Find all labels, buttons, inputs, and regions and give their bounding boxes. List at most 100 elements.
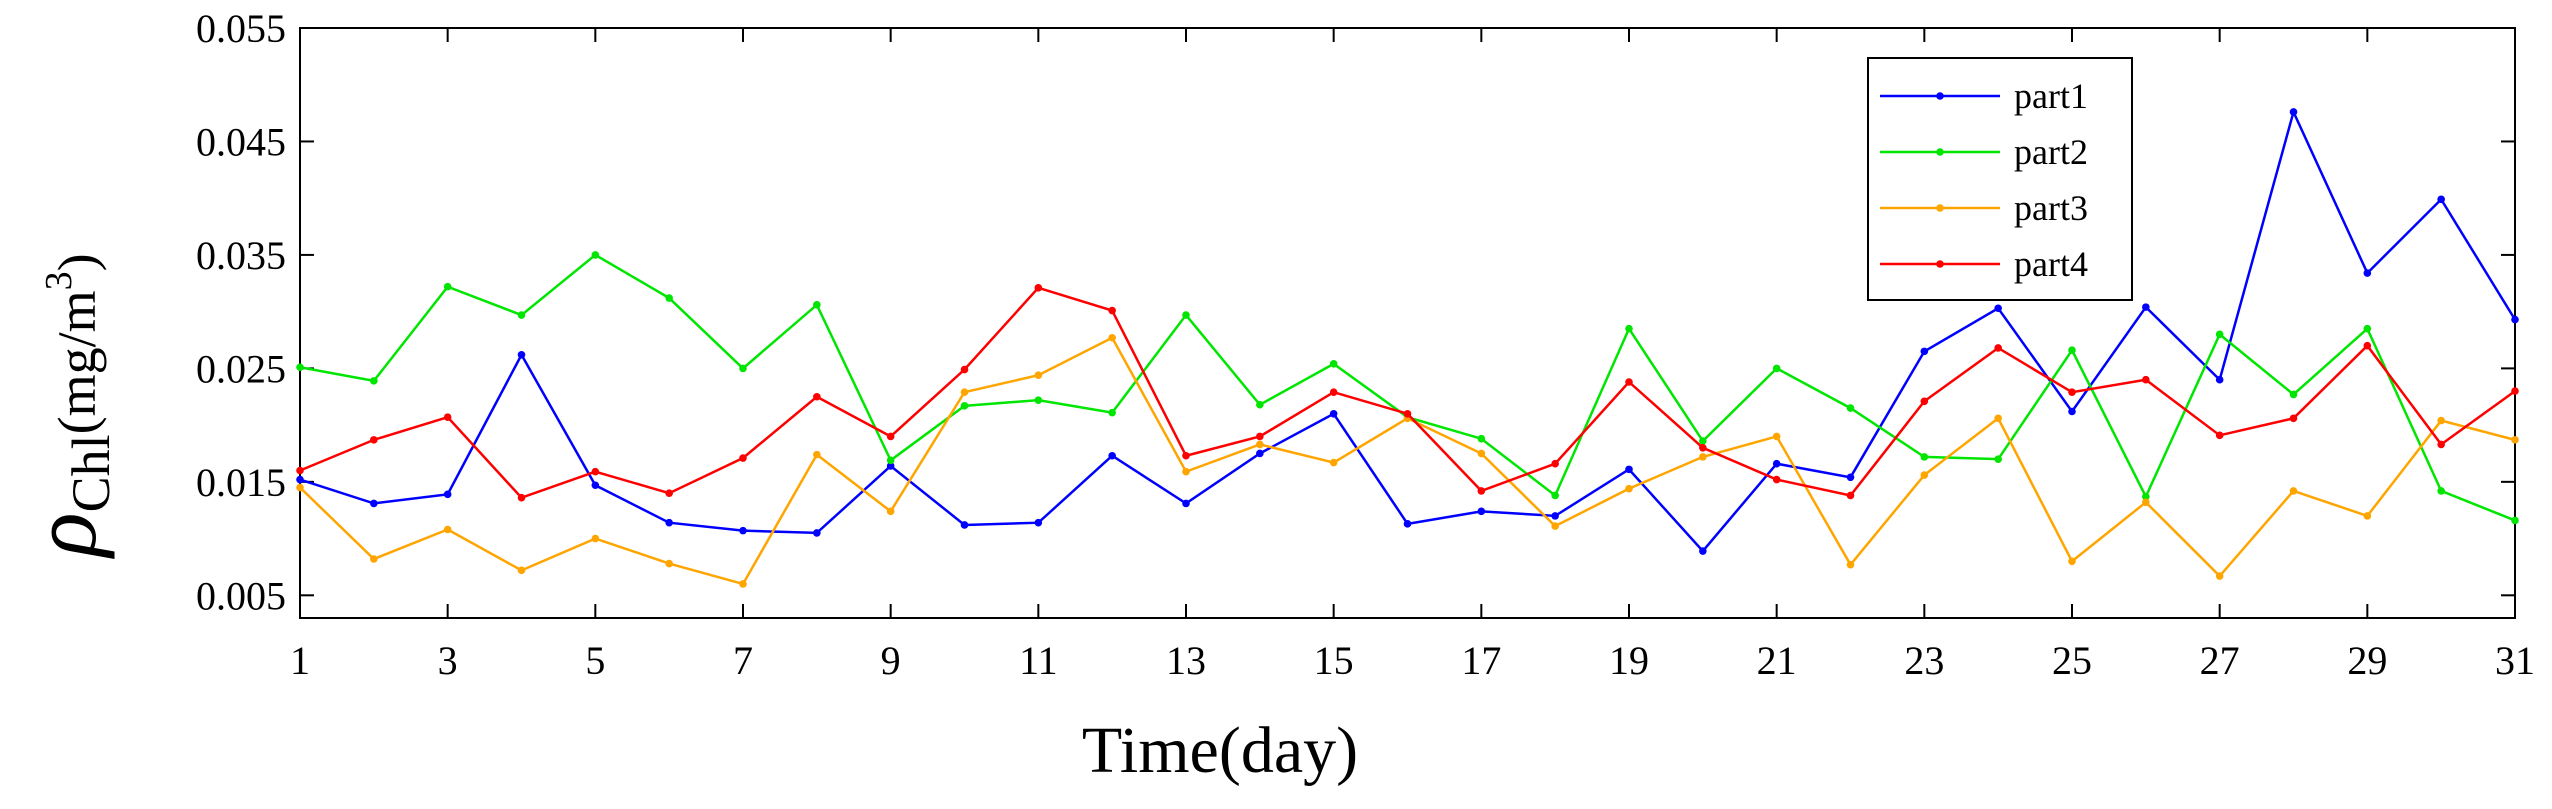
data-point-part4: [739, 454, 747, 462]
x-tick-label: 15: [1314, 638, 1354, 683]
data-point-part1: [2142, 303, 2150, 311]
data-point-part3: [1551, 522, 1559, 530]
data-point-part3: [1034, 371, 1043, 379]
data-point-part4: [2289, 414, 2298, 423]
data-point-part4: [960, 365, 969, 374]
data-point-part2: [2437, 487, 2445, 495]
x-tick-label: 11: [1019, 638, 1058, 683]
data-point-part3: [1920, 471, 1929, 479]
data-point-part4: [2142, 375, 2150, 384]
data-point-part4: [1182, 451, 1190, 460]
data-point-part2: [2363, 324, 2372, 333]
data-point-part1: [1108, 451, 1116, 460]
data-point-part1: [1625, 465, 1633, 474]
data-point-part3: [2289, 487, 2298, 495]
data-point-part3: [2068, 557, 2076, 566]
y-tick-label: 0.025: [196, 346, 286, 391]
x-axis-label: Time(day): [1082, 714, 1358, 787]
data-point-part1: [591, 481, 600, 490]
data-point-part1: [1551, 512, 1559, 520]
data-point-part4: [1329, 388, 1338, 397]
data-point-part3: [591, 534, 600, 543]
series-line-part2: [299, 253, 2516, 522]
x-tick-label: 17: [1461, 638, 1501, 683]
data-point-part4: [517, 493, 526, 502]
plot-frame: [299, 27, 2516, 619]
data-point-part2: [591, 251, 600, 259]
x-tick-label: 7: [733, 638, 753, 683]
data-point-part3: [1699, 453, 1707, 461]
data-point-part4: [1256, 432, 1264, 441]
data-point-part3: [1256, 440, 1264, 449]
data-point-part3: [517, 566, 526, 575]
data-point-part3: [2142, 498, 2150, 507]
y-axis-unit: (mg/m: [47, 290, 107, 434]
series-part2: [296, 251, 2519, 525]
data-point-part1: [2363, 269, 2372, 277]
data-point-part1: [443, 490, 452, 499]
data-point-part2: [1994, 455, 2002, 463]
data-point-part2: [1182, 311, 1190, 319]
legend-label-part1: part1: [2014, 76, 2088, 116]
data-point-part2: [443, 282, 452, 291]
data-point-part2: [1846, 404, 1855, 412]
data-point-part2: [2068, 346, 2076, 355]
data-point-part4: [2068, 388, 2076, 397]
data-point-part2: [1625, 324, 1633, 333]
y-tick-label: 0.045: [196, 119, 286, 164]
data-point-part4: [296, 466, 304, 475]
data-point-part2: [1329, 360, 1338, 368]
data-point-part2: [370, 377, 378, 385]
x-tick-label: 27: [2200, 638, 2240, 683]
data-point-part3: [1772, 432, 1781, 441]
data-point-part4: [370, 436, 378, 444]
x-tick-label: 21: [1757, 638, 1797, 683]
data-point-part1: [1477, 507, 1486, 516]
data-point-part4: [443, 413, 452, 421]
data-point-part4: [1699, 444, 1707, 452]
data-point-part1: [1846, 473, 1855, 482]
data-point-part3: [886, 507, 895, 516]
y-axis-ticks: 0.005 0.015 0.025 0.035 0.045 0.055: [196, 6, 2515, 618]
legend: part1 part2 part3 part4: [1867, 57, 2133, 301]
x-tick-label: 23: [1904, 638, 1944, 683]
x-tick-label: 19: [1609, 638, 1649, 683]
data-point-part3: [665, 559, 673, 568]
data-point-part3: [1625, 484, 1633, 493]
data-point-part3: [1846, 560, 1855, 569]
data-point-part1: [2068, 407, 2076, 416]
data-point-part2: [1920, 453, 1929, 461]
data-point-part1: [296, 475, 304, 484]
data-point-part4: [1551, 459, 1559, 468]
legend-marker-part3: [1936, 204, 1944, 212]
data-point-part2: [2142, 492, 2150, 501]
data-point-part3: [296, 483, 304, 492]
data-point-part3: [2215, 572, 2224, 580]
data-point-part2: [665, 294, 673, 302]
data-point-part3: [2437, 416, 2445, 425]
data-point-part1: [739, 526, 747, 535]
data-point-part1: [1920, 347, 1929, 356]
data-point-part4: [1108, 306, 1116, 315]
data-point-part4: [1477, 487, 1486, 495]
data-point-part2: [886, 456, 895, 465]
x-tick-label: 25: [2052, 638, 2092, 683]
data-point-part2: [1477, 434, 1486, 443]
series-line-part1: [299, 108, 2517, 553]
data-point-part2: [739, 364, 747, 373]
data-point-part1: [2437, 195, 2445, 204]
data-point-part1: [1994, 304, 2002, 313]
data-point-part1: [1403, 520, 1412, 528]
series-lines: [296, 108, 2519, 588]
x-tick-label: 13: [1166, 638, 1206, 683]
data-point-part3: [1477, 449, 1486, 458]
data-point-part2: [1699, 437, 1707, 445]
data-point-part1: [1182, 499, 1190, 508]
data-point-part1: [1034, 518, 1043, 527]
data-point-part1: [813, 529, 821, 537]
data-point-part3: [370, 555, 378, 563]
y-axis-subscript: Chl: [61, 434, 121, 512]
data-point-part1: [2289, 108, 2298, 116]
data-point-part3: [2363, 512, 2372, 520]
data-point-part3: [813, 450, 821, 459]
